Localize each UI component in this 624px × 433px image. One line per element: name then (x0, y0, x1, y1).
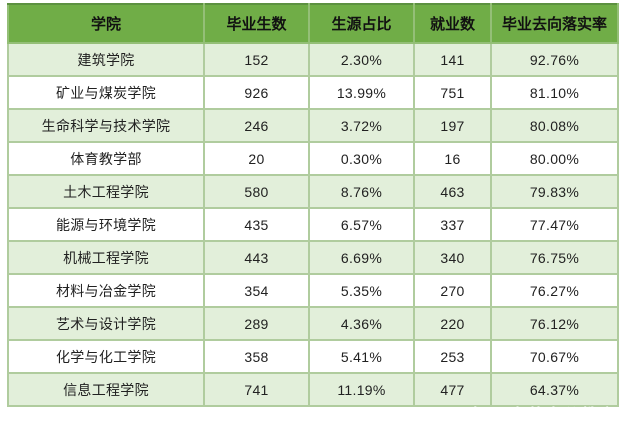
table-cell-college: 机械工程学院 (7, 240, 205, 275)
table-cell-placement-rate: 80.08% (490, 108, 619, 143)
table-row: 信息工程学院 741 11.19% 477 64.37% (7, 372, 619, 407)
table-cell-graduates: 152 (203, 42, 310, 77)
header-row: 学院 毕业生数 生源占比 就业数 毕业去向落实率 (7, 3, 619, 44)
table-cell-graduates: 358 (203, 339, 310, 374)
column-header-college: 学院 (7, 3, 205, 44)
column-header-source-share: 生源占比 (308, 3, 415, 44)
table-row: 建筑学院 152 2.30% 141 92.76% (7, 42, 619, 77)
table-cell-source-share: 6.69% (308, 240, 415, 275)
table-cell-college: 艺术与设计学院 (7, 306, 205, 341)
column-header-placement-rate: 毕业去向落实率 (490, 3, 619, 44)
table-cell-graduates: 435 (203, 207, 310, 242)
table-cell-graduates: 926 (203, 75, 310, 110)
table-cell-placement-rate: 92.76% (490, 42, 619, 77)
table-cell-source-share: 11.19% (308, 372, 415, 407)
table-cell-college: 信息工程学院 (7, 372, 205, 407)
table-row: 材料与冶金学院 354 5.35% 270 76.27% (7, 273, 619, 308)
table-cell-source-share: 3.72% (308, 108, 415, 143)
table-row: 土木工程学院 580 8.76% 463 79.83% (7, 174, 619, 209)
table-cell-employed: 340 (413, 240, 492, 275)
table-row: 艺术与设计学院 289 4.36% 220 76.12% (7, 306, 619, 341)
table-cell-employed: 197 (413, 108, 492, 143)
table-cell-employed: 16 (413, 141, 492, 176)
table-cell-source-share: 13.99% (308, 75, 415, 110)
table-cell-placement-rate: 80.00% (490, 141, 619, 176)
table-cell-placement-rate: 77.47% (490, 207, 619, 242)
employment-table: 学院 毕业生数 生源占比 就业数 毕业去向落实率 建筑学院 152 2.30% 141 92.7… (7, 3, 619, 407)
table-cell-placement-rate: 81.10% (490, 75, 619, 110)
table-cell-placement-rate: 76.12% (490, 306, 619, 341)
table-cell-college: 能源与环境学院 (7, 207, 205, 242)
table-cell-placement-rate: 76.27% (490, 273, 619, 308)
table-cell-employed: 220 (413, 306, 492, 341)
table-cell-graduates: 741 (203, 372, 310, 407)
table-cell-graduates: 443 (203, 240, 310, 275)
table-row: 体育教学部 20 0.30% 16 80.00% (7, 141, 619, 176)
table-cell-source-share: 5.41% (308, 339, 415, 374)
column-header-employed: 就业数 (413, 3, 492, 44)
table-cell-source-share: 5.35% (308, 273, 415, 308)
table-cell-college: 生命科学与技术学院 (7, 108, 205, 143)
table-row: 矿业与煤炭学院 926 13.99% 751 81.10% (7, 75, 619, 110)
table-cell-employed: 477 (413, 372, 492, 407)
table-cell-graduates: 580 (203, 174, 310, 209)
table-cell-placement-rate: 70.67% (490, 339, 619, 374)
table-cell-source-share: 4.36% (308, 306, 415, 341)
table-cell-graduates: 289 (203, 306, 310, 341)
table-cell-college: 化学与化工学院 (7, 339, 205, 374)
table-cell-employed: 463 (413, 174, 492, 209)
table-cell-source-share: 0.30% (308, 141, 415, 176)
table-cell-college: 矿业与煤炭学院 (7, 75, 205, 110)
table-cell-college: 建筑学院 (7, 42, 205, 77)
table-header: 学院 毕业生数 生源占比 就业数 毕业去向落实率 (7, 3, 619, 44)
table-cell-placement-rate: 76.75% (490, 240, 619, 275)
table-row: 化学与化工学院 358 5.41% 253 70.67% (7, 339, 619, 374)
table-cell-source-share: 6.57% (308, 207, 415, 242)
table-cell-graduates: 354 (203, 273, 310, 308)
table-row: 生命科学与技术学院 246 3.72% 197 80.08% (7, 108, 619, 143)
table-cell-employed: 253 (413, 339, 492, 374)
table-cell-employed: 270 (413, 273, 492, 308)
table-cell-college: 体育教学部 (7, 141, 205, 176)
table-row: 能源与环境学院 435 6.57% 337 77.47% (7, 207, 619, 242)
table-cell-employed: 337 (413, 207, 492, 242)
table-cell-college: 土木工程学院 (7, 174, 205, 209)
table-body: 建筑学院 152 2.30% 141 92.76% 矿业与煤炭学院 926 13.99% 751… (7, 42, 619, 407)
table-cell-source-share: 2.30% (308, 42, 415, 77)
table-cell-source-share: 8.76% (308, 174, 415, 209)
table-cell-placement-rate: 64.37% (490, 372, 619, 407)
table-row: 机械工程学院 443 6.69% 340 76.75% (7, 240, 619, 275)
table-cell-graduates: 246 (203, 108, 310, 143)
table-cell-graduates: 20 (203, 141, 310, 176)
table-cell-employed: 751 (413, 75, 492, 110)
table-cell-college: 材料与冶金学院 (7, 273, 205, 308)
table-cell-employed: 141 (413, 42, 492, 77)
table-cell-placement-rate: 79.83% (490, 174, 619, 209)
column-header-graduates: 毕业生数 (203, 3, 310, 44)
